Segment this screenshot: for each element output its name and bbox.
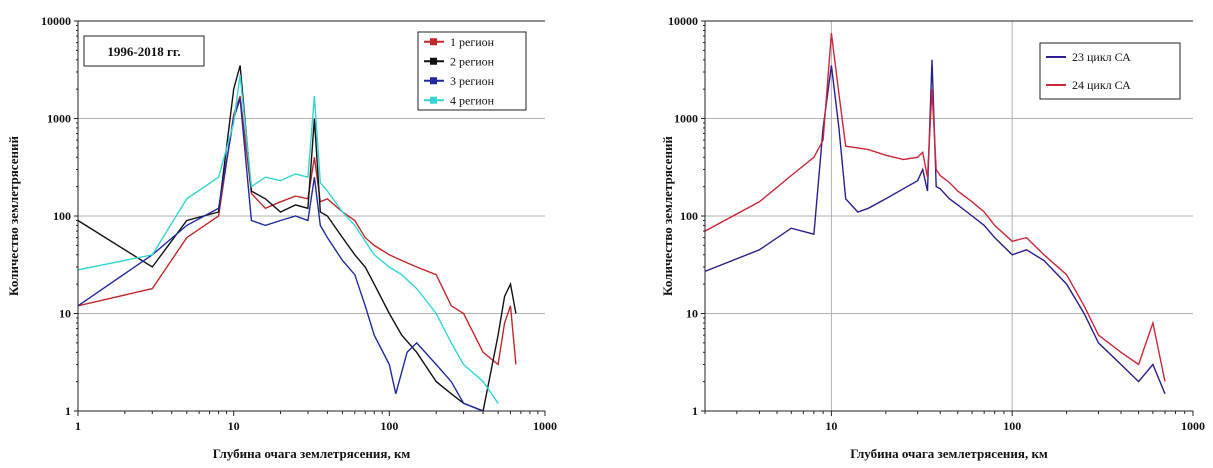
legend-label-2: 2 регион xyxy=(450,54,495,68)
annotation-text: 1996-2018 гг. xyxy=(107,44,180,59)
annotation-box xyxy=(83,35,205,67)
y-tick-label: 1 xyxy=(692,404,698,418)
series-line-3 xyxy=(78,98,484,411)
y-tick-label: 10 xyxy=(59,307,71,321)
legend-marker-4 xyxy=(430,96,437,104)
series-line-4 xyxy=(78,74,499,404)
chart-panel-1: 1 10 100 1000 10000 1 10 100 1000 Глубина очага з… xyxy=(6,14,557,461)
x-tick-label: 1 xyxy=(75,419,81,433)
chart-panel-2: 1 10 100 1000 10000 10 100 1000 Глубина очага зе… xyxy=(660,14,1205,461)
y-tick-label: 1000 xyxy=(674,112,698,126)
x-tick-label: 10 xyxy=(825,419,837,433)
x-tick-label: 100 xyxy=(1003,419,1021,433)
y-axis-label: Количество землетрясений xyxy=(660,136,675,296)
y-tick-label: 1000 xyxy=(47,112,71,126)
legend-label-2: 24 цикл СА xyxy=(1072,78,1131,92)
x-axis-label: Глубина очага землетрясения, км xyxy=(850,446,1048,461)
x-tick-label: 100 xyxy=(380,419,398,433)
legend-box xyxy=(1039,42,1181,100)
series-line-1 xyxy=(78,95,517,366)
legend-label-3: 3 регион xyxy=(450,74,495,88)
y-tick-label: 1 xyxy=(65,404,71,418)
y-tick-label: 10000 xyxy=(668,14,698,28)
y-axis-label: Количество землетрясений xyxy=(6,136,21,296)
legend-label-1: 1 регион xyxy=(450,35,495,49)
x-tick-label: 10 xyxy=(228,419,240,433)
series-line-2 xyxy=(705,33,1166,382)
y-tick-label: 10000 xyxy=(41,14,71,28)
legend-marker-1 xyxy=(430,38,437,46)
series-line-2 xyxy=(78,65,517,411)
series-line-1 xyxy=(705,59,1166,395)
x-axis-label: Глубина очага землетрясения, км xyxy=(213,446,411,461)
y-tick-label: 100 xyxy=(680,209,698,223)
legend-label-4: 4 регион xyxy=(450,93,495,107)
x-tick-label: 1000 xyxy=(533,419,557,433)
y-tick-label: 10 xyxy=(686,307,698,321)
y-tick-label: 100 xyxy=(53,209,71,223)
legend-label-1: 23 цикл СА xyxy=(1072,50,1131,64)
legend-marker-3 xyxy=(430,77,437,85)
legend-marker-2 xyxy=(430,57,437,65)
x-tick-label: 1000 xyxy=(1181,419,1205,433)
